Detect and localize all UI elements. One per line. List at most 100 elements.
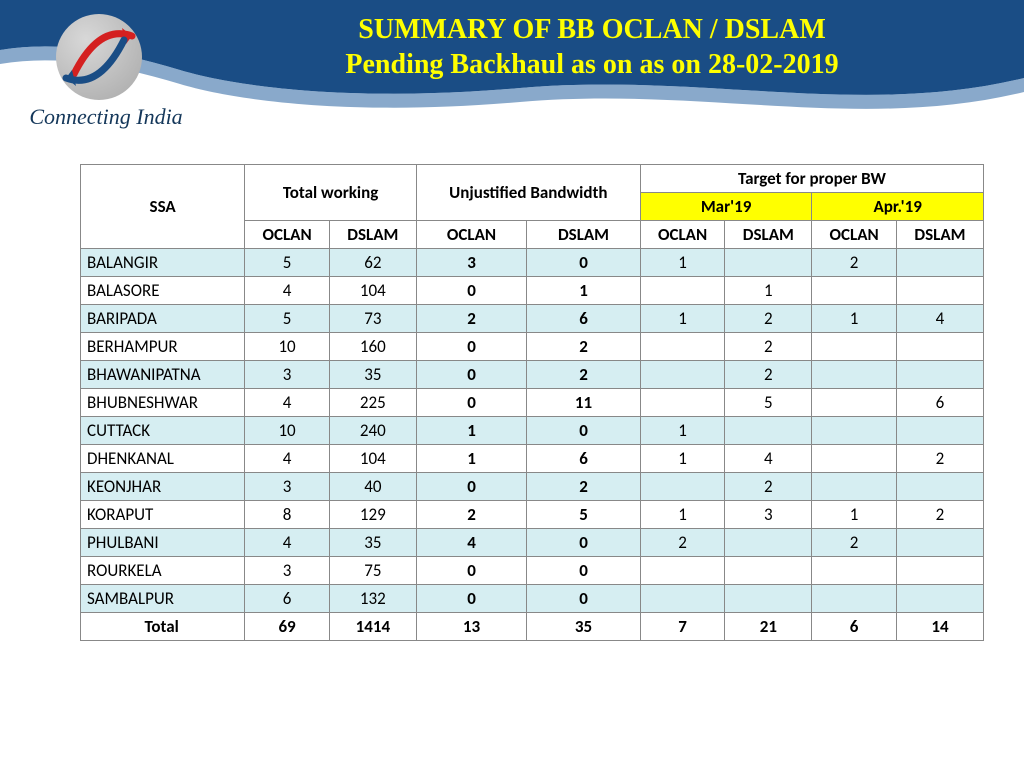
cell-apr-oclan: 2 [812, 529, 897, 557]
cell-mar-dslam [725, 557, 812, 585]
cell-mar-dslam: 2 [725, 473, 812, 501]
cell-total: 14 [896, 613, 983, 641]
cell-apr-dslam [896, 277, 983, 305]
cell-ssa: DHENKANAL [81, 445, 245, 473]
cell-apr-dslam [896, 417, 983, 445]
table-row: BHAWANIPATNA335022 [81, 361, 984, 389]
cell-mar-oclan [640, 473, 725, 501]
table-row-total: Total6914141335721614 [81, 613, 984, 641]
cell-tw-oclan: 3 [245, 473, 330, 501]
cell-total: 69 [245, 613, 330, 641]
table-row: BARIPADA573261214 [81, 305, 984, 333]
tagline: Connecting India [26, 104, 186, 130]
cell-apr-dslam: 6 [896, 389, 983, 417]
cell-ub-oclan: 0 [416, 333, 526, 361]
cell-mar-oclan: 1 [640, 305, 725, 333]
cell-ub-oclan: 2 [416, 305, 526, 333]
cell-apr-oclan: 1 [812, 305, 897, 333]
cell-ub-dslam: 2 [527, 333, 641, 361]
title-line-2: Pending Backhaul as on as on 28-02-2019 [200, 47, 984, 82]
cell-ssa: BHUBNESHWAR [81, 389, 245, 417]
cell-apr-oclan [812, 557, 897, 585]
cell-ub-oclan: 0 [416, 277, 526, 305]
table-row: BERHAMPUR10160022 [81, 333, 984, 361]
cell-tw-dslam: 240 [329, 417, 416, 445]
cell-ub-oclan: 0 [416, 473, 526, 501]
cell-mar-oclan: 1 [640, 445, 725, 473]
cell-ub-oclan: 0 [416, 389, 526, 417]
cell-ub-oclan: 1 [416, 445, 526, 473]
cell-mar-oclan [640, 557, 725, 585]
cell-mar-oclan [640, 333, 725, 361]
cell-apr-dslam [896, 333, 983, 361]
table-row: DHENKANAL410416142 [81, 445, 984, 473]
cell-ub-oclan: 4 [416, 529, 526, 557]
cell-ub-dslam: 0 [527, 249, 641, 277]
cell-mar-dslam [725, 585, 812, 613]
cell-mar-dslam [725, 529, 812, 557]
cell-ssa: BHAWANIPATNA [81, 361, 245, 389]
cell-tw-oclan: 10 [245, 417, 330, 445]
cell-apr-oclan [812, 585, 897, 613]
table-row: ROURKELA37500 [81, 557, 984, 585]
cell-apr-dslam [896, 361, 983, 389]
cell-apr-oclan [812, 417, 897, 445]
cell-ssa: KORAPUT [81, 501, 245, 529]
cell-tw-dslam: 35 [329, 529, 416, 557]
col-ssa: SSA [81, 165, 245, 249]
logo-region: Connecting India [26, 14, 186, 144]
cell-ub-dslam: 0 [527, 529, 641, 557]
cell-mar-dslam [725, 417, 812, 445]
cell-total: 7 [640, 613, 725, 641]
cell-ub-oclan: 0 [416, 557, 526, 585]
cell-ssa: CUTTACK [81, 417, 245, 445]
cell-ub-oclan: 2 [416, 501, 526, 529]
cell-ub-oclan: 0 [416, 585, 526, 613]
cell-apr-oclan [812, 277, 897, 305]
cell-mar-oclan [640, 585, 725, 613]
cell-apr-oclan: 2 [812, 249, 897, 277]
cell-mar-oclan [640, 361, 725, 389]
cell-mar-oclan: 1 [640, 249, 725, 277]
cell-mar-dslam: 3 [725, 501, 812, 529]
cell-total-label: Total [81, 613, 245, 641]
cell-tw-oclan: 3 [245, 557, 330, 585]
cell-mar-dslam: 1 [725, 277, 812, 305]
cell-mar-dslam: 2 [725, 361, 812, 389]
cell-tw-dslam: 104 [329, 445, 416, 473]
cell-apr-dslam [896, 473, 983, 501]
cell-tw-oclan: 4 [245, 277, 330, 305]
cell-ub-dslam: 1 [527, 277, 641, 305]
cell-tw-oclan: 5 [245, 249, 330, 277]
cell-tw-dslam: 40 [329, 473, 416, 501]
cell-mar-dslam: 2 [725, 333, 812, 361]
table-row: BALANGIR5623012 [81, 249, 984, 277]
summary-table: SSA Total working Unjustified Bandwidth … [80, 164, 984, 641]
cell-apr-dslam [896, 529, 983, 557]
cell-tw-dslam: 35 [329, 361, 416, 389]
cell-tw-dslam: 75 [329, 557, 416, 585]
cell-mar-oclan [640, 389, 725, 417]
cell-ub-dslam: 0 [527, 557, 641, 585]
cell-ub-dslam: 0 [527, 417, 641, 445]
cell-tw-dslam: 225 [329, 389, 416, 417]
cell-tw-oclan: 10 [245, 333, 330, 361]
cell-tw-oclan: 4 [245, 529, 330, 557]
cell-ub-oclan: 3 [416, 249, 526, 277]
cell-tw-dslam: 132 [329, 585, 416, 613]
table-row: KEONJHAR340022 [81, 473, 984, 501]
page-title: SUMMARY OF BB OCLAN / DSLAM Pending Back… [200, 12, 984, 82]
cell-ssa: KEONJHAR [81, 473, 245, 501]
cell-tw-dslam: 73 [329, 305, 416, 333]
cell-ub-dslam: 0 [527, 585, 641, 613]
cell-tw-dslam: 104 [329, 277, 416, 305]
table-row: BHUBNESHWAR422501156 [81, 389, 984, 417]
sub-dslam: DSLAM [725, 221, 812, 249]
col-unjustified: Unjustified Bandwidth [416, 165, 640, 221]
cell-mar-oclan: 2 [640, 529, 725, 557]
cell-apr-dslam: 2 [896, 445, 983, 473]
cell-mar-oclan [640, 277, 725, 305]
cell-total: 35 [527, 613, 641, 641]
cell-ub-dslam: 2 [527, 473, 641, 501]
sub-dslam: DSLAM [329, 221, 416, 249]
